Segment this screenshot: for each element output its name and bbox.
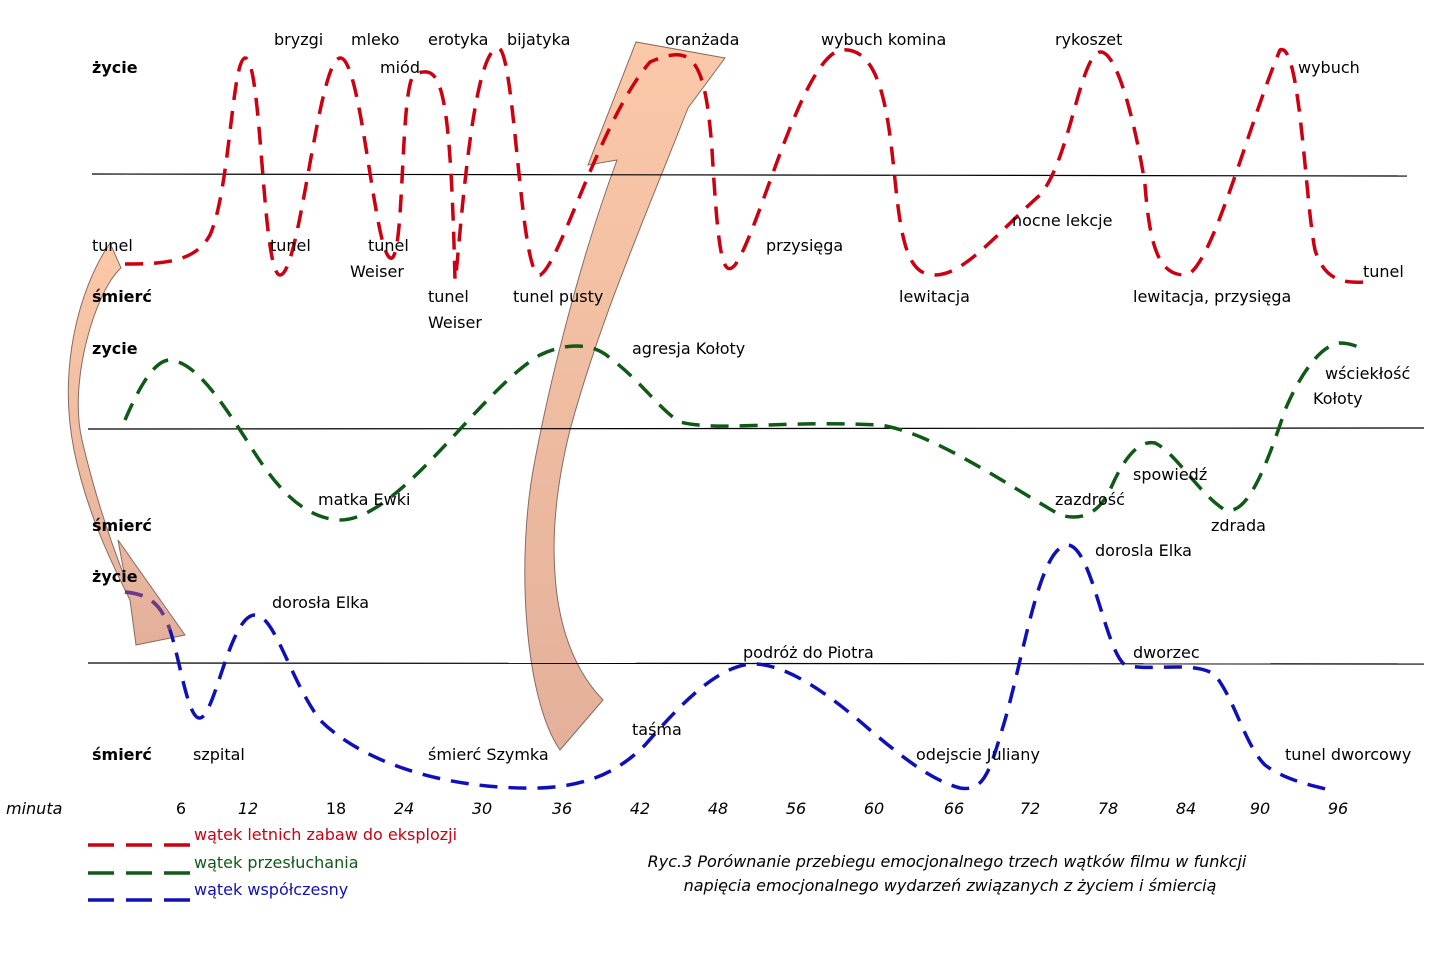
x-tick-label: 6 [176,799,186,818]
x-tick-label: 72 [1020,799,1040,818]
baseline-summer [91,173,1408,177]
annotation-label: erotyka [428,30,488,49]
x-tick-label: 36 [552,799,572,818]
annotation-label: dworzec [1133,643,1200,662]
annotation-label: wściekłość [1325,364,1410,383]
curve-interrogation [123,341,1366,522]
legend-label-present: wątek współczesny [194,880,348,899]
annotation-label: wybuch [1298,58,1360,77]
annotation-label: matka Ewki [318,490,410,509]
annotation-label: oranżada [665,30,739,49]
baseline-present [87,662,1425,665]
x-tick-label: 30 [472,799,492,818]
annotation-label: podróż do Piotra [743,643,874,662]
annotation-label: tunel dworcowy [1285,745,1411,764]
annotation-label: nocne lekcje [1012,211,1112,230]
x-tick-label: 42 [630,799,650,818]
annotation-label: dorosła Elka [272,593,369,612]
legend-label-interrogation: wątek przesłuchania [194,853,359,872]
annotation-label: szpital [193,745,245,764]
annotation-label: mleko [351,30,399,49]
row-label-interrogation-death: śmierć [92,516,152,535]
x-tick-label: 78 [1098,799,1118,818]
annotation-label: tunel [92,236,133,255]
curve-present-overlap-segment [124,590,172,631]
annotation-label: przysięga [766,236,843,255]
connector-arrow-present-to-summer [524,41,726,751]
row-label-present-death: śmierć [92,745,152,764]
annotation-label: tunel [428,287,469,306]
row-label-interrogation-life: zycie [92,339,138,358]
x-tick-label: 60 [864,799,884,818]
x-tick-label: 90 [1250,799,1270,818]
x-axis-ticks: 6 12 18 24 30 36 42 48 56 60 66 72 78 84 90 96 [176,799,1348,818]
annotation-label: miód [380,58,420,77]
x-tick-label: 96 [1328,799,1348,818]
annotation-label: odejscie Juliany [916,745,1040,764]
annotation-label: dorosla Elka [1095,541,1192,560]
row-label-summer-death: śmierć [92,287,152,306]
x-axis-label: minuta [6,799,62,818]
annotation-label: agresja Kołoty [632,339,745,358]
connector-arrow-summer-to-present [67,241,186,646]
annotation-label: lewitacja, przysięga [1133,287,1291,306]
annotation-label: Kołoty [1313,389,1363,408]
annotation-label: tunel pusty [513,287,603,306]
annotation-label: bijatyka [507,30,570,49]
annotation-label: śmierć Szymka [428,745,549,764]
annotation-label: tunel [368,236,409,255]
annotation-label: bryzgi [274,30,323,49]
annotation-label: zdrada [1211,516,1266,535]
legend-label-summer: wątek letnich zabaw do eksplozji [194,825,457,844]
legend: wątek letnich zabaw do eksplozji wątek p… [88,825,457,902]
x-tick-label: 84 [1176,799,1196,818]
x-tick-label: 18 [326,799,346,818]
x-tick-label: 48 [708,799,728,818]
annotations-summer: tunel bryzgi tunel mleko miód tunel Weis… [92,30,1404,332]
annotations-interrogation: matka Ewki agresja Kołoty zazdrość spowi… [318,339,1410,535]
annotation-label: tunel [270,236,311,255]
x-tick-label: 12 [238,799,258,818]
x-tick-label: 56 [786,799,806,818]
row-label-present-life: życie [92,567,138,586]
caption-line-2: napięcia emocjonalnego wydarzeń związany… [684,876,1217,895]
annotation-label: Weiser [350,262,404,281]
annotations-present: dorosła Elka szpital śmierć Szymka taśma… [193,541,1411,764]
annotation-label: spowiedź [1133,465,1207,484]
annotation-label: rykoszet [1055,30,1122,49]
annotation-label: taśma [632,720,682,739]
annotation-label: tunel [1363,262,1404,281]
annotation-label: zazdrość [1055,490,1125,509]
annotation-label: lewitacja [899,287,970,306]
baseline-interrogation [87,427,1425,430]
x-tick-label: 66 [944,799,964,818]
annotation-label: wybuch komina [821,30,946,49]
caption-line-1: Ryc.3 Porównanie przebiegu emocjonalnego… [648,852,1247,871]
row-label-summer-life: życie [92,58,138,77]
annotation-label: Weiser [428,313,482,332]
x-tick-label: 24 [394,799,414,818]
curve-summer [124,46,1366,287]
curve-present [124,543,1331,792]
